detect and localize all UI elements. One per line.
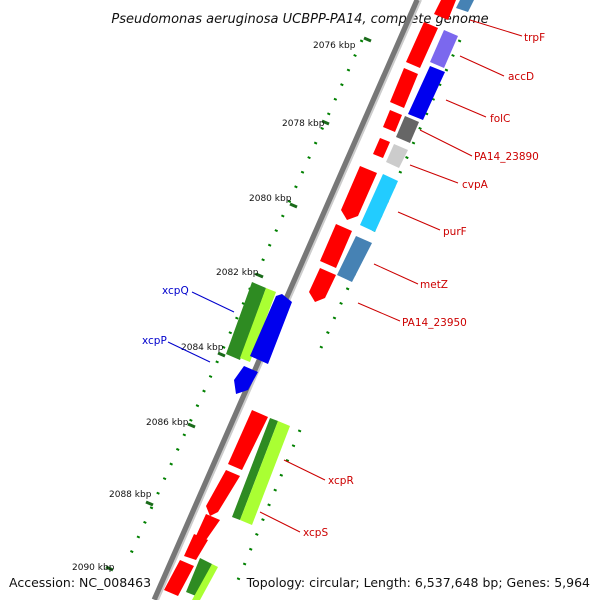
gene-label-xcpR: xcpR	[328, 475, 354, 487]
gene-label-cvpA: cvpA	[462, 179, 489, 191]
tick-mark	[289, 202, 298, 209]
gene-arrow	[192, 564, 218, 600]
tick-mark	[255, 272, 264, 279]
gene-arrow	[164, 560, 194, 596]
tick-mark	[217, 351, 226, 358]
tick-marks	[105, 36, 372, 572]
label-leaders-red	[259, 19, 523, 533]
gene-label-metZ: metZ	[420, 279, 448, 291]
gene-arrow	[337, 236, 372, 282]
tick-mark	[105, 565, 114, 572]
gene-arrow	[240, 421, 290, 525]
gene-label-accD: accD	[508, 71, 534, 83]
gene-arrow	[396, 116, 419, 143]
tick-label-2082: 2082 kbp	[216, 268, 259, 278]
gene-arrow	[196, 514, 220, 540]
gene-arrow	[228, 410, 268, 470]
tick-label-2080: 2080 kbp	[249, 194, 292, 204]
gene-arrow	[186, 558, 212, 596]
gene-arrow	[226, 282, 266, 360]
tick-label-2078: 2078 kbp	[282, 119, 325, 129]
tick-mark	[363, 36, 372, 43]
gene-arrow	[234, 366, 258, 394]
gene-arrow	[240, 288, 276, 362]
gene-label-xcpQ: xcpQ	[162, 285, 189, 297]
outer-dotted-track	[126, 39, 364, 561]
gene-label-PA14_23950: PA14_23950	[402, 317, 467, 329]
gene-arrow	[386, 144, 408, 168]
gene-arrow	[184, 534, 208, 560]
gene-arrow	[456, 0, 474, 12]
label-leaders-blue	[167, 291, 235, 363]
map-title: Pseudomonas aeruginosa UCBPP-PA14, compl…	[111, 12, 488, 27]
gene-arrow	[390, 68, 418, 108]
gene-arrow	[232, 418, 278, 520]
gene-label-purF: purF	[443, 226, 467, 238]
gene-arrow	[309, 268, 336, 302]
gene-arrow	[320, 224, 352, 268]
tick-label-2088: 2088 kbp	[109, 490, 152, 500]
gene-label-folC: folC	[490, 113, 510, 125]
gene-arrow	[434, 0, 456, 20]
gene-features	[164, 0, 474, 600]
gene-arrow	[430, 30, 458, 68]
tick-label-2084: 2084 kbp	[181, 343, 224, 353]
tick-label-2076: 2076 kbp	[313, 41, 356, 51]
gene-label-trpF: trpF	[524, 32, 545, 44]
gene-arrow	[383, 110, 402, 132]
gene-arrow	[373, 138, 390, 158]
gene-arrow	[360, 174, 398, 232]
gene-arrow	[206, 470, 240, 516]
gene-label-PA14_23890: PA14_23890	[474, 151, 539, 163]
topology-text: Topology: circular; Length: 6,537,648 bp…	[246, 575, 590, 590]
gene-arrow	[250, 294, 292, 364]
gene-label-xcpP: xcpP	[142, 335, 167, 347]
tick-label-2086: 2086 kbp	[146, 418, 189, 428]
gene-arrow	[341, 166, 377, 220]
gene-arrow	[406, 22, 438, 68]
gene-label-xcpS: xcpS	[303, 527, 328, 539]
tick-mark	[321, 119, 330, 126]
accession-text: Accession: NC_008463	[9, 575, 152, 590]
gene-arrow	[408, 66, 445, 120]
tick-label-2090: 2090 kbp	[72, 563, 115, 573]
inner-dotted-track-lower	[236, 429, 302, 581]
tick-mark	[187, 422, 196, 429]
tick-mark	[145, 500, 154, 507]
